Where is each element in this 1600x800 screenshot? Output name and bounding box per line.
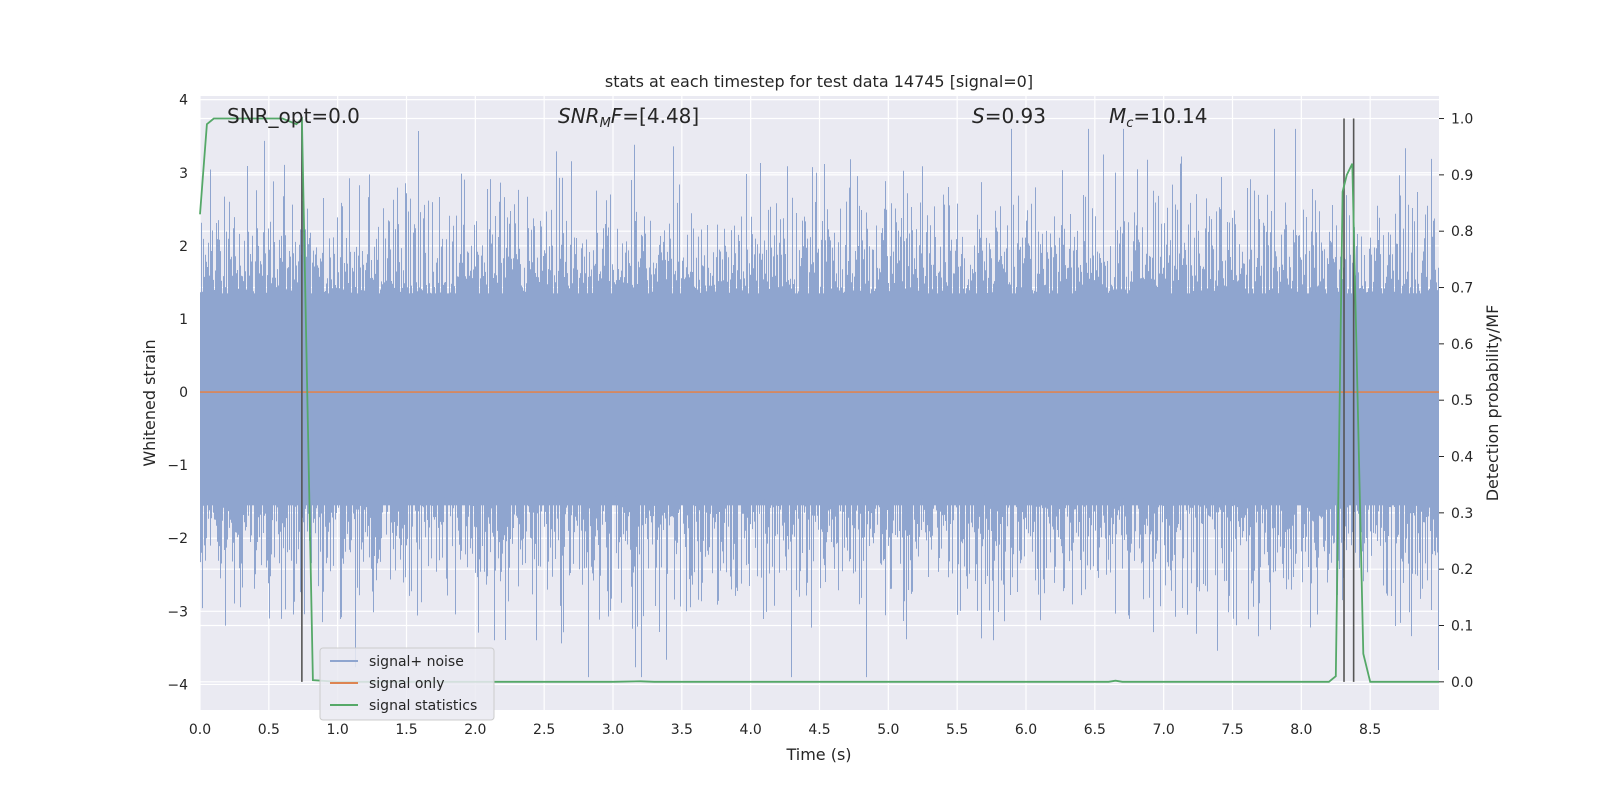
y2-axis-label: Detection probability/MF [1483,305,1502,502]
x-tick-label: 1.5 [395,722,417,738]
x-tick-label: 7.5 [1221,722,1243,738]
x-axis-label: Time (s) [785,745,851,764]
legend-label-signal-only: signal only [369,676,444,692]
x-tick-label: 4.5 [808,722,830,738]
y-tick-label: −2 [167,531,188,547]
y-tick-label: 4 [179,93,188,109]
y2-tick-label: 0.2 [1451,562,1473,578]
legend-box [319,647,495,721]
annotation-snr-mf-value: =[4.48] [622,104,699,128]
svg-text:S=0.93: S=0.93 [972,104,1046,128]
y-tick-label: 1 [179,312,188,328]
y2-tick-label: 0.0 [1451,675,1473,691]
signal-noise-trace [200,128,1439,678]
x-tick-label: 4.0 [740,722,762,738]
legend: signal+ noise signal only signal statist… [319,647,495,721]
annotation-snr-mf: SNRMF=[4.48] [558,104,699,131]
chart-title: stats at each timestep for test data 147… [605,72,1033,91]
y2-tick-label: 0.5 [1451,393,1473,409]
x-tick-label: 5.5 [946,722,968,738]
y2-tick-label: 0.7 [1451,281,1473,297]
y2-tick-label: 0.9 [1451,168,1473,184]
y2-tick-label: 0.4 [1451,450,1473,466]
y2-tick-label: 1.0 [1451,112,1473,128]
annotation-mc: Mc=10.14 [1109,104,1207,131]
y-tick-label: −3 [167,604,188,620]
y-tick-label: −1 [167,458,188,474]
svg-text:Mc=10.14: Mc=10.14 [1109,104,1207,131]
y2-tick-label: 0.1 [1451,619,1473,635]
signal-noise-series [200,128,1439,678]
x-tick-label: 8.5 [1359,722,1381,738]
x-tick-label: 8.0 [1290,722,1312,738]
x-tick-label: 1.0 [327,722,349,738]
y-axis-label: Whitened strain [140,339,159,466]
annotation-mc-value: =10.14 [1133,104,1207,128]
x-tick-label: 5.0 [877,722,899,738]
x-tick-label: 2.0 [464,722,486,738]
annotation-s-value: =0.93 [985,104,1046,128]
x-tick-label: 6.5 [1084,722,1106,738]
x-tick-label: 3.0 [602,722,624,738]
x-tick-label: 7.0 [1153,722,1175,738]
line-series [199,116,1439,683]
y2-tick-label: 0.3 [1451,506,1473,522]
y-tick-label: −4 [167,677,188,693]
x-tick-label: 3.5 [671,722,693,738]
x-tick-label: 0.0 [189,722,211,738]
x-tick-label: 2.5 [533,722,555,738]
x-tick-label: 0.5 [258,722,280,738]
y-tick-label: 3 [179,166,188,182]
tick-labels: 0.0 0.5 1.0 1.5 2.0 2.5 3.0 3.5 4.0 4.5 5.0 5.5 6.0 6… [167,93,1473,738]
y2-tick-label: 0.8 [1451,224,1473,240]
legend-label-signal-noise: signal+ noise [369,654,464,670]
y-tick-label: 0 [179,385,188,401]
x-tick-label: 6.0 [1015,722,1037,738]
annotation-snr-opt: SNR_opt=0.0 [227,104,360,128]
annotation-s: S=0.93 [972,104,1046,128]
svg-text:SNRMF=[4.48]: SNRMF=[4.48] [558,104,699,131]
y-tick-label: 2 [179,239,188,255]
legend-label-signal-statistics: signal statistics [369,698,477,714]
signal-statistics-line [199,116,1439,683]
y2-tick-label: 0.6 [1451,337,1473,353]
